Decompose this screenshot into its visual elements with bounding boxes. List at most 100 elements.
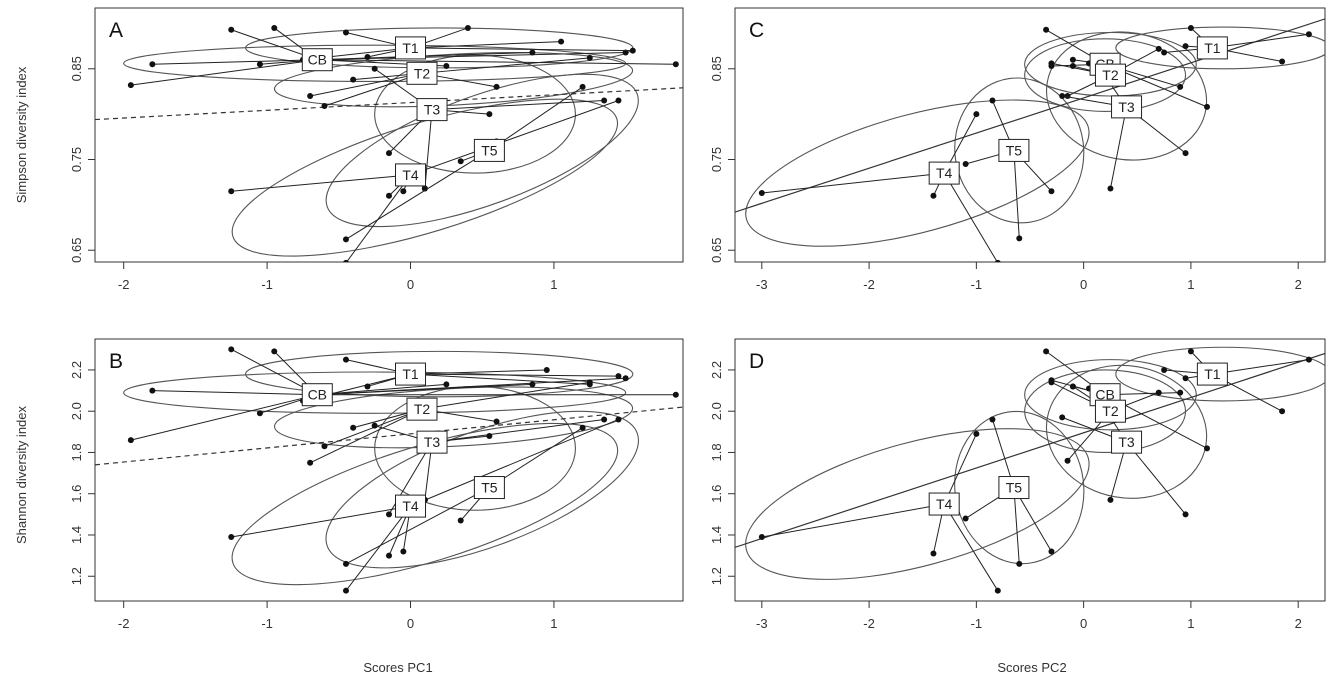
y-tick-label: 1.6 — [69, 485, 84, 503]
data-point — [400, 548, 407, 555]
group-ellipse-t3 — [374, 54, 576, 174]
group-label-box — [301, 48, 333, 72]
data-point — [364, 53, 371, 60]
data-point — [1182, 375, 1189, 382]
group-label-box — [395, 494, 427, 518]
group-label-t2: T2 — [414, 65, 431, 81]
plot-area — [735, 18, 1325, 262]
plot-frame — [94, 338, 684, 602]
group-label-t3: T3 — [424, 102, 441, 118]
plot-frame — [734, 338, 1326, 602]
data-point — [271, 24, 278, 31]
plot-frame — [94, 7, 684, 263]
spoke-line — [152, 59, 318, 65]
x-tick-label: 0 — [407, 277, 414, 292]
data-point — [1107, 496, 1114, 503]
data-point — [1305, 31, 1312, 38]
spoke-line — [410, 100, 619, 176]
data-point — [601, 416, 608, 423]
spoke-line — [309, 408, 423, 464]
group-label-box — [301, 383, 333, 407]
y-tick-label: 0.65 — [709, 238, 724, 263]
data-point — [1187, 24, 1194, 31]
data-point — [1048, 60, 1055, 67]
data-point — [672, 61, 679, 68]
plot-area — [735, 346, 1325, 594]
spoke-line — [345, 487, 490, 565]
data-point — [1177, 83, 1184, 90]
spoke-line — [489, 427, 583, 488]
group-label-box — [1111, 430, 1143, 454]
group-ellipse-t3 — [1045, 31, 1208, 161]
group-label-t4: T4 — [402, 498, 419, 514]
data-point — [127, 82, 134, 89]
data-point — [1161, 49, 1168, 56]
x-tick-label: -2 — [863, 616, 875, 631]
data-point — [1016, 560, 1023, 567]
data-point — [364, 383, 371, 390]
data-point — [962, 161, 969, 168]
data-point — [586, 379, 593, 386]
group-ellipse-t5 — [325, 410, 640, 569]
x-tick-label: -1 — [261, 277, 273, 292]
data-point — [1279, 58, 1286, 65]
data-point — [615, 373, 622, 380]
y-tick-label: 2.2 — [69, 361, 84, 379]
data-point — [579, 83, 586, 90]
data-point — [1048, 379, 1055, 386]
group-label-cb: CB — [308, 52, 327, 68]
spoke-line — [410, 47, 633, 52]
group-ellipse-cb — [1024, 359, 1197, 431]
data-point — [307, 459, 314, 466]
y-axis-label-top: Simpson diversity index — [14, 66, 29, 203]
group-label-box — [1196, 362, 1228, 386]
data-point — [457, 158, 464, 165]
group-label-box — [395, 163, 427, 187]
data-point — [350, 76, 357, 83]
spoke-line — [130, 59, 318, 86]
group-label-t5: T5 — [1006, 142, 1023, 158]
data-point — [228, 26, 235, 33]
spoke-line — [345, 505, 411, 591]
group-ellipse-t4 — [231, 422, 619, 586]
data-point — [758, 190, 765, 197]
data-point — [1305, 356, 1312, 363]
data-point — [256, 61, 263, 68]
spoke-line — [761, 172, 945, 194]
group-label-t5: T5 — [481, 142, 498, 158]
spoke-line — [130, 394, 318, 441]
data-point — [343, 259, 349, 262]
spoke-line — [431, 418, 605, 443]
plot-frame — [734, 7, 1326, 263]
spoke-line — [943, 172, 998, 262]
data-point — [1182, 150, 1189, 157]
panel-letter: A — [109, 19, 123, 42]
group-label-box — [998, 138, 1030, 162]
x-tick-label: -1 — [261, 616, 273, 631]
group-ellipse-t4 — [745, 99, 1090, 247]
data-point — [994, 259, 1001, 262]
data-point — [973, 430, 980, 437]
trend-line — [735, 352, 1325, 548]
y-tick-label: 0.75 — [69, 147, 84, 172]
data-point — [321, 443, 328, 450]
data-point — [1182, 511, 1189, 518]
data-point — [1048, 188, 1055, 195]
data-point — [350, 424, 357, 431]
spoke-line — [324, 72, 423, 107]
data-point — [342, 587, 349, 594]
group-label-box — [1111, 95, 1143, 119]
group-label-t1: T1 — [1204, 366, 1221, 382]
data-point — [994, 587, 1001, 594]
data-point — [342, 29, 349, 36]
data-point — [543, 366, 550, 373]
x-tick-label: 0 — [1080, 616, 1087, 631]
data-point — [486, 111, 493, 118]
data-point — [1059, 92, 1066, 99]
group-label-t4: T4 — [936, 165, 953, 181]
data-point — [930, 550, 937, 557]
data-point — [443, 381, 450, 388]
data-point — [1177, 389, 1184, 396]
